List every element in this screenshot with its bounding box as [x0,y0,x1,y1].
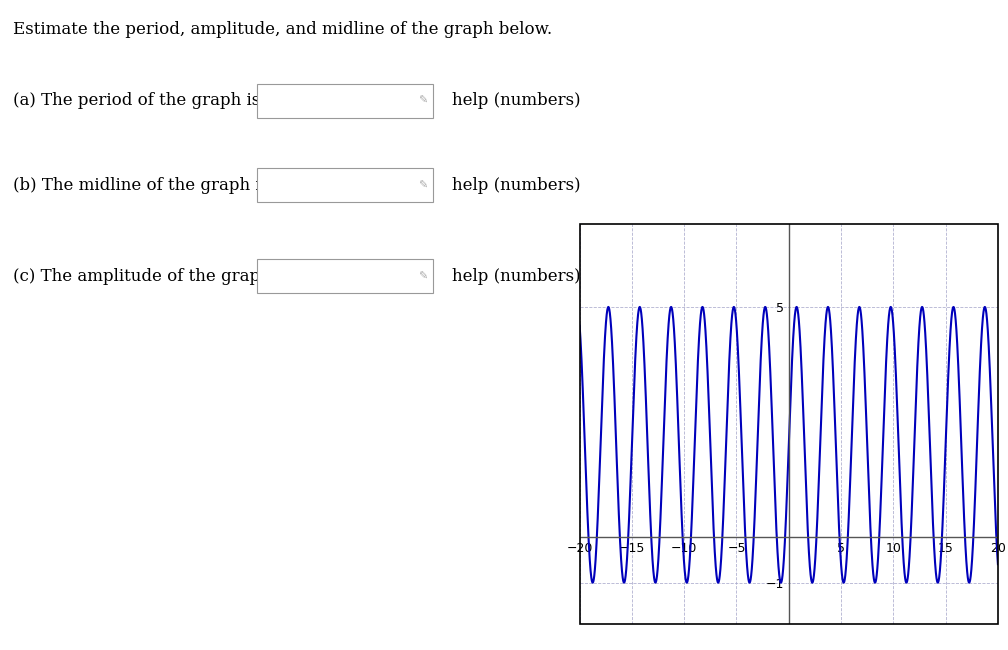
Text: (a) The period of the graph is: (a) The period of the graph is [13,92,260,109]
Text: (c) The amplitude of the graph is: (c) The amplitude of the graph is [13,268,290,285]
Text: ✎: ✎ [418,180,427,190]
Text: help (numbers): help (numbers) [452,177,581,194]
Text: help (numbers): help (numbers) [452,268,581,285]
Text: ✎: ✎ [418,96,427,106]
Bar [580,224,998,624]
Text: (b) The midline of the graph is: (b) The midline of the graph is [13,177,269,194]
FancyBboxPatch shape [257,84,433,118]
Text: help (numbers): help (numbers) [452,92,581,109]
Text: Estimate the period, amplitude, and midline of the graph below.: Estimate the period, amplitude, and midl… [13,21,552,38]
FancyBboxPatch shape [257,259,433,293]
Text: ✎: ✎ [418,271,427,281]
FancyBboxPatch shape [257,168,433,202]
